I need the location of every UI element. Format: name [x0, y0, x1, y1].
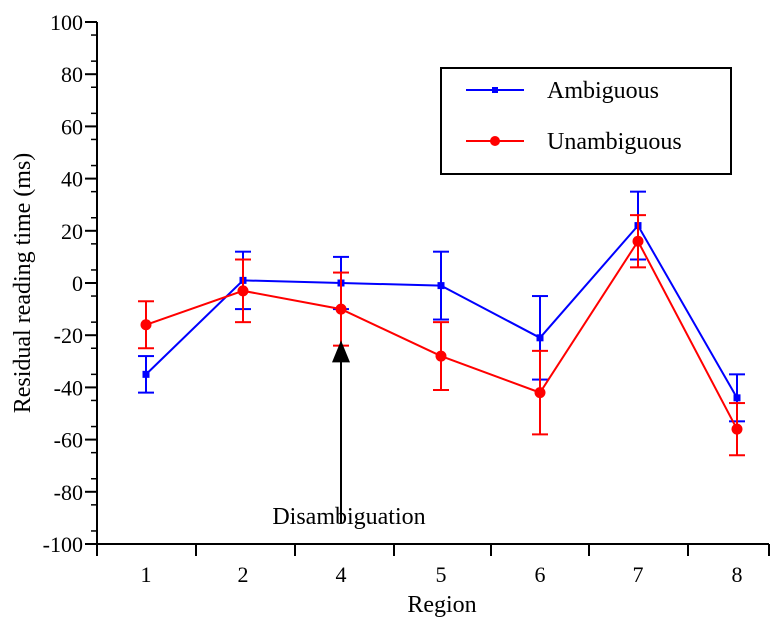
series-layer	[138, 190, 745, 457]
series-unambiguous	[138, 214, 745, 457]
y-tick-label: 40	[61, 167, 83, 192]
disambiguation-label: Disambiguation	[272, 504, 425, 530]
data-point	[733, 394, 741, 402]
y-tick-label: -60	[54, 428, 83, 453]
data-point	[731, 423, 743, 435]
x-tick-label: 7	[633, 562, 644, 587]
y-tick-label: 60	[61, 114, 83, 139]
y-tick-label: -80	[54, 480, 83, 505]
legend-label-ambiguous: Ambiguous	[547, 78, 659, 104]
data-point	[435, 350, 447, 362]
x-tick-label: 1	[141, 562, 152, 587]
legend-box	[440, 67, 732, 175]
y-tick-label: 0	[72, 271, 83, 296]
annotation-layer: Disambiguation	[272, 340, 426, 530]
x-axis-title: Region	[407, 592, 476, 618]
x-tick-label: 5	[436, 562, 447, 587]
data-point	[237, 285, 249, 297]
y-tick-label: 20	[61, 219, 83, 244]
x-tick-label: 2	[238, 562, 249, 587]
y-axis-ticks: 100 80 60 40 20 0 -20 -40 -60 -80 -100	[43, 10, 97, 557]
x-tick-label: 4	[336, 562, 347, 587]
data-point	[335, 303, 347, 315]
y-tick-label: -20	[54, 323, 83, 348]
x-axis-ticks: 1 2 4 5 6 7 8	[96, 544, 770, 587]
x-tick-label: 8	[732, 562, 743, 587]
y-tick-label: -40	[54, 375, 83, 400]
legend-marker-ambiguous	[492, 87, 498, 93]
y-tick-label: -100	[43, 532, 83, 557]
data-point	[534, 387, 546, 399]
legend-marker-unambiguous	[490, 136, 500, 146]
y-axis-title: Residual reading time (ms)	[10, 153, 36, 414]
legend-label-unambiguous: Unambiguous	[547, 129, 682, 155]
y-tick-label: 80	[61, 62, 83, 87]
data-point	[536, 334, 544, 342]
x-tick-label: 6	[535, 562, 546, 587]
y-tick-label: 100	[50, 10, 83, 35]
data-point	[142, 370, 150, 378]
data-point	[140, 319, 152, 331]
disambiguation-arrow-head	[332, 340, 350, 363]
data-point	[437, 282, 445, 290]
data-point	[632, 235, 644, 247]
legend: Ambiguous Unambiguous	[440, 67, 732, 175]
